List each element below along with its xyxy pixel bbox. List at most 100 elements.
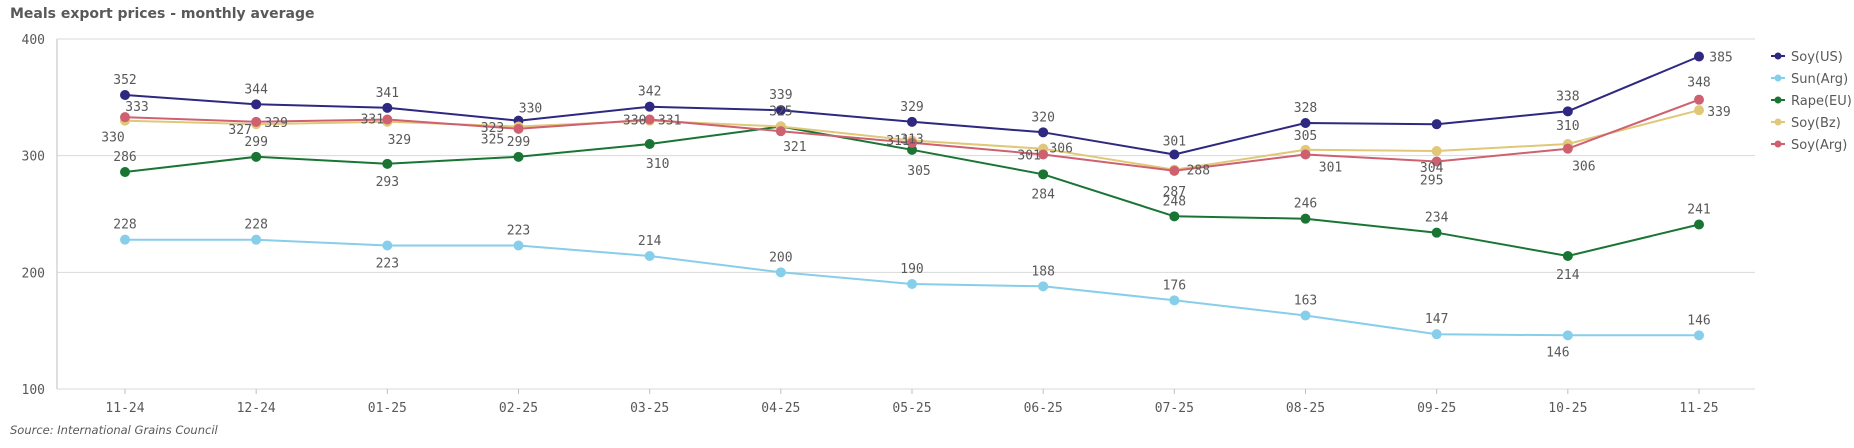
data-point[interactable] xyxy=(1300,149,1311,160)
data-point[interactable] xyxy=(644,101,655,112)
data-point[interactable] xyxy=(513,123,524,134)
data-point[interactable] xyxy=(1038,127,1049,138)
data-point[interactable] xyxy=(1300,310,1311,321)
legend-item[interactable]: Soy(US) xyxy=(1771,50,1843,65)
data-label: 323 xyxy=(481,121,504,136)
data-label: 331 xyxy=(361,113,384,128)
data-point[interactable] xyxy=(907,116,918,127)
data-point[interactable] xyxy=(1431,146,1442,156)
data-point[interactable] xyxy=(775,267,786,278)
data-label: 333 xyxy=(125,100,148,115)
data-label: 190 xyxy=(900,262,923,277)
data-point[interactable] xyxy=(1038,281,1049,292)
data-point[interactable] xyxy=(382,102,393,113)
x-tick-label: 06-25 xyxy=(1024,401,1063,416)
data-label: 305 xyxy=(907,164,930,179)
data-point[interactable] xyxy=(775,105,786,116)
data-label: 299 xyxy=(507,135,530,150)
data-label: 330 xyxy=(101,131,124,146)
x-tick-label: 01-25 xyxy=(368,401,407,416)
legend-label: Rape(EU) xyxy=(1791,94,1852,109)
data-point[interactable] xyxy=(1038,169,1049,180)
legend-swatch-dot xyxy=(1774,140,1782,148)
data-label: 342 xyxy=(638,85,661,100)
legend-item[interactable]: Sun(Arg) xyxy=(1771,72,1848,87)
data-point[interactable] xyxy=(1562,330,1573,341)
data-point[interactable] xyxy=(644,251,655,261)
data-point[interactable] xyxy=(644,139,655,149)
data-point[interactable] xyxy=(513,151,524,162)
data-point[interactable] xyxy=(382,114,393,125)
data-point[interactable] xyxy=(251,151,262,162)
grid-layer xyxy=(57,38,1755,390)
data-label: 234 xyxy=(1425,211,1449,226)
data-label: 329 xyxy=(388,133,411,148)
data-point[interactable] xyxy=(1431,156,1442,167)
data-point[interactable] xyxy=(775,126,786,137)
x-tick-label: 10-25 xyxy=(1548,401,1587,416)
data-point[interactable] xyxy=(1694,94,1705,105)
data-label: 147 xyxy=(1425,312,1448,327)
y-tick-label: 300 xyxy=(22,150,45,165)
data-label: 228 xyxy=(244,218,267,233)
y-tick-label: 200 xyxy=(22,266,45,281)
data-label: 327 xyxy=(228,123,251,138)
data-labels-layer: 352 344 341 330 342 339 329 320 301 328 338 385 228 2… xyxy=(101,51,1732,361)
data-point[interactable] xyxy=(1562,106,1573,117)
data-point[interactable] xyxy=(1169,295,1180,306)
data-point[interactable] xyxy=(1694,51,1705,62)
data-label: 223 xyxy=(507,224,530,239)
data-label: 385 xyxy=(1709,51,1732,66)
data-point[interactable] xyxy=(1169,149,1180,160)
data-point[interactable] xyxy=(1300,213,1311,224)
legend-label: Soy(US) xyxy=(1791,50,1843,65)
data-label: 146 xyxy=(1546,345,1569,360)
data-point[interactable] xyxy=(251,234,262,245)
legend[interactable]: Soy(US) Sun(Arg) Rape(EU) Soy(Bz) Soy(Arg) xyxy=(1771,50,1852,153)
data-point[interactable] xyxy=(1694,105,1705,116)
data-point[interactable] xyxy=(1694,219,1705,230)
data-point[interactable] xyxy=(120,112,130,123)
data-point[interactable] xyxy=(251,116,262,127)
data-point[interactable] xyxy=(1169,165,1180,176)
data-point[interactable] xyxy=(1169,211,1180,222)
data-point[interactable] xyxy=(907,137,918,148)
legend-item[interactable]: Soy(Arg) xyxy=(1771,138,1847,153)
legend-swatch-dot xyxy=(1774,52,1782,60)
data-point[interactable] xyxy=(251,99,262,110)
axis-layer: 100 200 300 400 11-24 12-24 01-25 02-25 03-25 04-… xyxy=(22,33,1719,416)
legend-label: Sun(Arg) xyxy=(1791,72,1848,87)
data-point[interactable] xyxy=(644,114,655,125)
data-label: 163 xyxy=(1294,294,1317,309)
data-label: 306 xyxy=(1572,160,1595,175)
data-point[interactable] xyxy=(120,234,130,245)
y-tick-label: 400 xyxy=(22,33,45,48)
data-point[interactable] xyxy=(120,167,130,177)
data-point[interactable] xyxy=(120,90,130,100)
data-label: 299 xyxy=(244,135,267,150)
data-label: 306 xyxy=(1049,142,1072,157)
data-label: 325 xyxy=(769,105,792,120)
data-point[interactable] xyxy=(1562,251,1573,261)
legend-item[interactable]: Rape(EU) xyxy=(1771,94,1852,109)
data-label: 301 xyxy=(1017,149,1040,164)
data-point[interactable] xyxy=(382,158,393,169)
legend-item[interactable]: Soy(Bz) xyxy=(1771,116,1841,131)
data-point[interactable] xyxy=(1431,329,1442,340)
data-point[interactable] xyxy=(513,240,524,251)
data-label: 228 xyxy=(113,218,136,233)
data-point[interactable] xyxy=(1300,118,1311,128)
data-point[interactable] xyxy=(1694,330,1705,341)
data-point[interactable] xyxy=(907,279,918,289)
data-point[interactable] xyxy=(1038,149,1049,160)
data-point[interactable] xyxy=(382,240,393,251)
data-label: 329 xyxy=(264,116,287,131)
data-point[interactable] xyxy=(1562,143,1573,154)
data-point[interactable] xyxy=(1431,119,1442,130)
data-point[interactable] xyxy=(907,144,918,155)
data-point[interactable] xyxy=(1431,227,1442,238)
data-label: 330 xyxy=(519,102,542,117)
legend-swatch-dot xyxy=(1774,118,1782,126)
data-label: 331 xyxy=(658,114,681,129)
